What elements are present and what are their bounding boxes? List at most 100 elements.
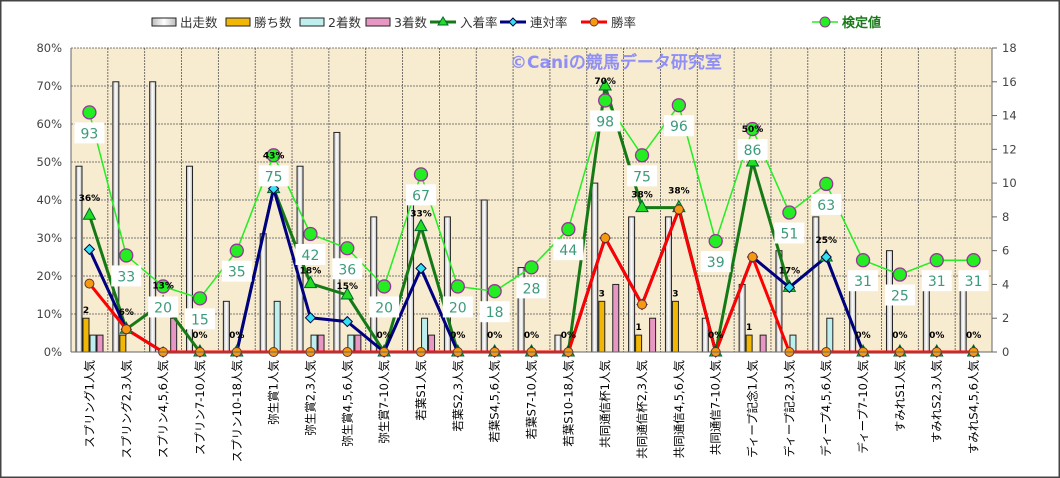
place-rate-label: 38%	[668, 187, 690, 197]
kentei-marker	[155, 279, 171, 294]
kentei-label: 18	[486, 305, 504, 321]
place-rate-label: 0%	[561, 331, 576, 341]
place-rate-label: 6%	[119, 308, 134, 318]
legend-item-勝ち数: 勝ち数	[225, 15, 292, 30]
rentai-rate-marker	[783, 281, 796, 294]
bar-runs	[259, 233, 267, 353]
kentei-label: 20	[449, 300, 467, 316]
bar-runs	[407, 199, 415, 353]
place-rate-label: 36%	[79, 194, 101, 204]
kentei-marker	[119, 248, 134, 263]
place-rate-label: 13%	[152, 282, 174, 292]
legend-label: 勝率	[611, 15, 636, 30]
kentei-label: 35	[228, 265, 246, 281]
place-rate-label: 0%	[450, 331, 465, 341]
kentei-marker	[82, 105, 97, 120]
kentei-marker	[376, 279, 392, 294]
win-count-label: 3	[599, 289, 605, 299]
legend-item-勝率: 勝率	[581, 15, 636, 30]
kentei-label: 42	[302, 248, 320, 264]
left-tick-label: 30%	[36, 231, 62, 245]
legend-label: 3着数	[394, 15, 427, 30]
bar-third	[428, 334, 436, 353]
legend-label: 入着率	[460, 15, 498, 30]
category-label: 若葉S10-18人気	[561, 360, 575, 447]
kentei-label-box	[369, 296, 400, 318]
right-tick-label: 6	[1002, 244, 1009, 258]
rentai-rate-marker	[820, 251, 832, 263]
legend-swatch	[151, 17, 177, 27]
watermark: ©Caniの競馬データ研究室	[510, 52, 722, 73]
category-label: 若葉S2,3人気	[451, 360, 465, 432]
place-rate-label: 0%	[229, 331, 244, 341]
place-rate-label: 0%	[966, 331, 981, 341]
legend-marker	[819, 16, 831, 28]
place-rate-marker	[82, 207, 97, 220]
bar-runs	[922, 283, 930, 353]
legend-swatch	[365, 17, 391, 27]
kentei-marker	[708, 233, 723, 249]
kentei-marker	[340, 241, 355, 256]
legend-label: 2着数	[328, 15, 361, 30]
win-rate-marker	[600, 233, 611, 243]
category-label: ディープ記念1人気	[746, 360, 760, 458]
category-label: スプリング1人気	[82, 360, 96, 448]
category-label: 共同通信4,5,6人気	[672, 360, 686, 459]
kentei-label-box	[737, 139, 768, 161]
rentai-rate-marker	[341, 315, 354, 328]
bar-third	[170, 317, 178, 353]
kentei-marker	[303, 226, 318, 242]
bar-third	[354, 334, 362, 353]
left-tick-label: 50%	[36, 155, 62, 169]
legend-item-入着率: 入着率	[430, 15, 498, 30]
kentei-marker	[892, 267, 908, 282]
place-rate-label: 25%	[815, 236, 837, 246]
place-rate-label: 33%	[410, 210, 432, 220]
kentei-marker	[266, 148, 281, 163]
legend-label: 検定値	[842, 15, 881, 31]
kentei-label-box	[811, 193, 842, 215]
bar-second	[89, 334, 97, 353]
kentei-label-box	[405, 184, 436, 206]
kentei-label: 20	[154, 300, 172, 316]
place-rate-label: 0%	[892, 331, 907, 341]
category-label: 若葉S1人気	[414, 360, 428, 421]
place-rate-marker	[340, 286, 355, 300]
place-rate-label: 0%	[855, 331, 870, 341]
category-label: ディープ7-10人気	[856, 360, 870, 454]
kentei-marker	[966, 253, 981, 268]
kentei-label-box	[516, 277, 547, 299]
kentei-label: 31	[965, 274, 983, 290]
bar-third	[612, 283, 620, 353]
win-count-label: 2	[83, 306, 89, 316]
kentei-label: 96	[670, 119, 688, 135]
kentei-marker	[524, 260, 539, 275]
category-label: 弥生賞7-10人気	[377, 360, 391, 444]
category-label: 弥生賞1人気	[267, 360, 281, 425]
win-rate-marker	[84, 278, 95, 289]
kentei-marker	[782, 205, 797, 220]
category-label: ディープ記2,3人気	[782, 360, 796, 458]
place-rate-marker	[598, 77, 613, 91]
category-label: スプリン4,5,6人気	[156, 360, 170, 459]
place-rate-label: 0%	[524, 331, 539, 341]
win-rate-marker	[747, 252, 758, 262]
kentei-label: 31	[854, 274, 872, 290]
kentei-label: 86	[744, 143, 762, 159]
legend-item-検定値: 検定値	[812, 15, 881, 31]
category-label: 共同通信杯1人気	[598, 360, 612, 448]
category-label: ディープ4,5,6人気	[819, 360, 833, 457]
bar-runs	[738, 283, 746, 353]
category-label: 弥生賞4,5,6人気	[340, 360, 354, 447]
kentei-label-box	[111, 265, 142, 287]
kentei-label-box	[663, 115, 694, 137]
kentei-label-box	[442, 296, 473, 318]
kentei-label-box	[884, 284, 915, 306]
left-tick-label: 20%	[36, 269, 62, 283]
kentei-label: 39	[707, 255, 725, 271]
right-tick-label: 14	[1002, 109, 1017, 123]
category-label: すみれS1人気	[893, 360, 907, 433]
right-tick-label: 16	[1002, 75, 1017, 89]
